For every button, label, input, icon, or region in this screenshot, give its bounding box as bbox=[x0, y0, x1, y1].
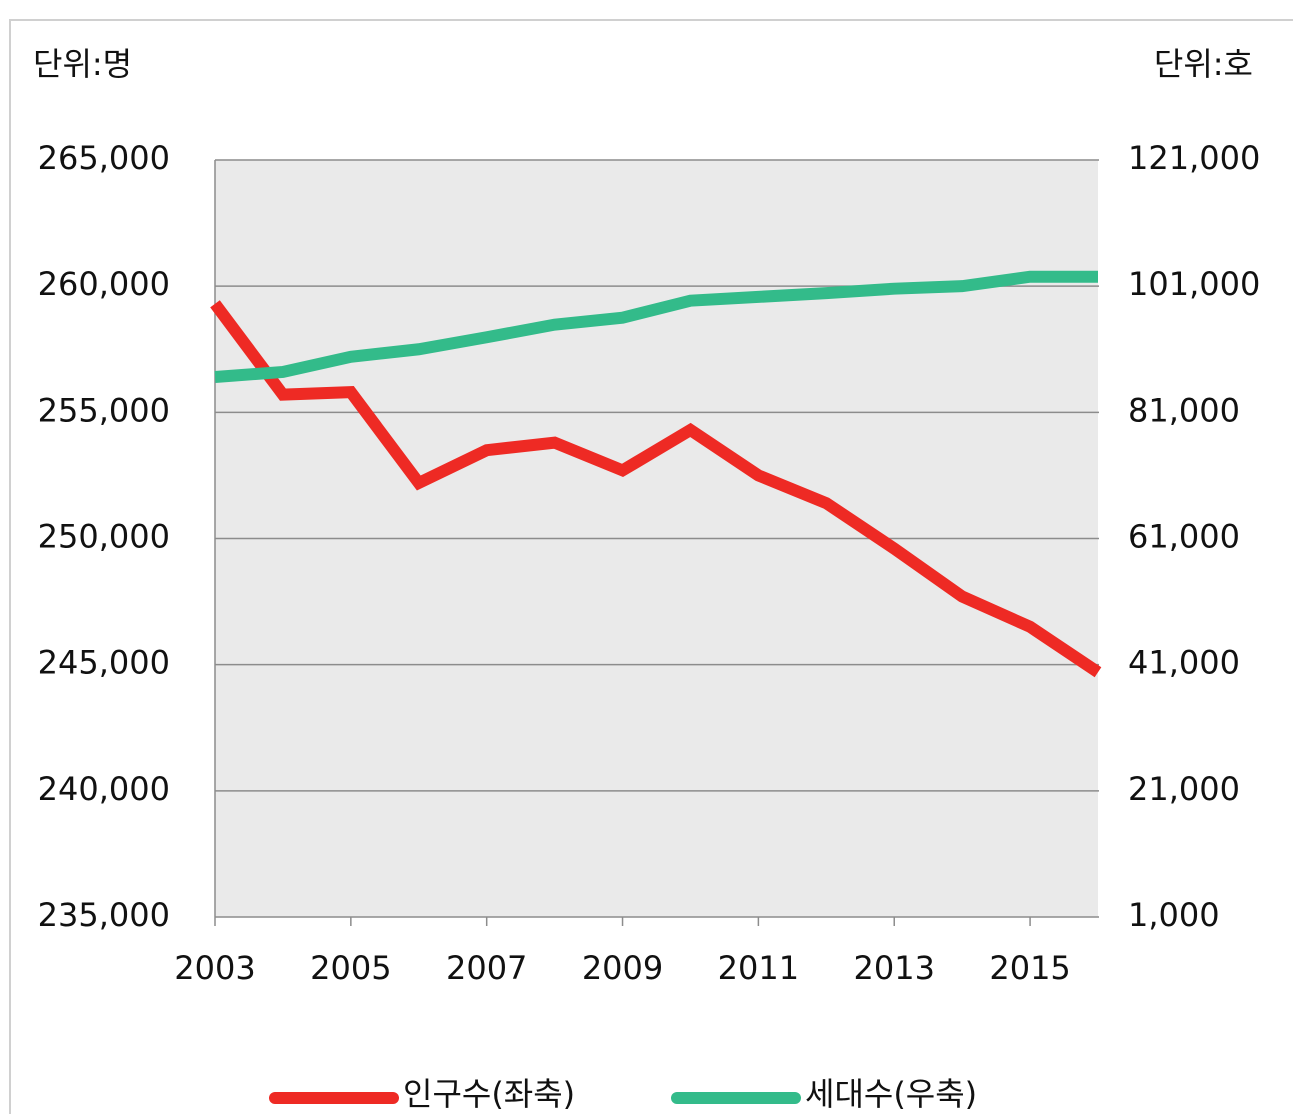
y2-tick-label: 61,000 bbox=[1128, 518, 1240, 556]
x-tick-label: 2003 bbox=[174, 949, 255, 987]
x-tick-label: 2015 bbox=[989, 949, 1070, 987]
y2-tick-label: 121,000 bbox=[1128, 139, 1260, 177]
y2-tick-label: 101,000 bbox=[1128, 265, 1260, 303]
x-tick-label: 2009 bbox=[582, 949, 663, 987]
y-tick-label: 265,000 bbox=[38, 139, 170, 177]
x-tick-label: 2013 bbox=[854, 949, 935, 987]
legend-label: 세대수(우축) bbox=[805, 1075, 977, 1113]
data-line bbox=[214, 270, 1098, 383]
y-tick-label: 255,000 bbox=[38, 391, 170, 429]
y2-tick-label: 41,000 bbox=[1128, 644, 1240, 682]
y2-tick-label: 1,000 bbox=[1128, 896, 1220, 934]
y-tick-label: 235,000 bbox=[38, 896, 170, 934]
legend-label: 인구수(좌축) bbox=[403, 1075, 575, 1113]
y2-tick-label: 81,000 bbox=[1128, 391, 1240, 429]
y-tick-label: 245,000 bbox=[38, 644, 170, 682]
right-unit: 단위:호 bbox=[1154, 45, 1253, 83]
x-tick-label: 2011 bbox=[718, 949, 799, 987]
y-tick-label: 260,000 bbox=[38, 265, 170, 303]
data-line bbox=[210, 300, 1102, 678]
x-tick-label: 2005 bbox=[310, 949, 391, 987]
y-tick-label: 240,000 bbox=[38, 770, 170, 808]
left-unit: 단위:명 bbox=[33, 45, 132, 83]
y-tick-label: 250,000 bbox=[38, 518, 170, 556]
y2-tick-label: 21,000 bbox=[1128, 770, 1240, 808]
x-tick-label: 2007 bbox=[446, 949, 527, 987]
